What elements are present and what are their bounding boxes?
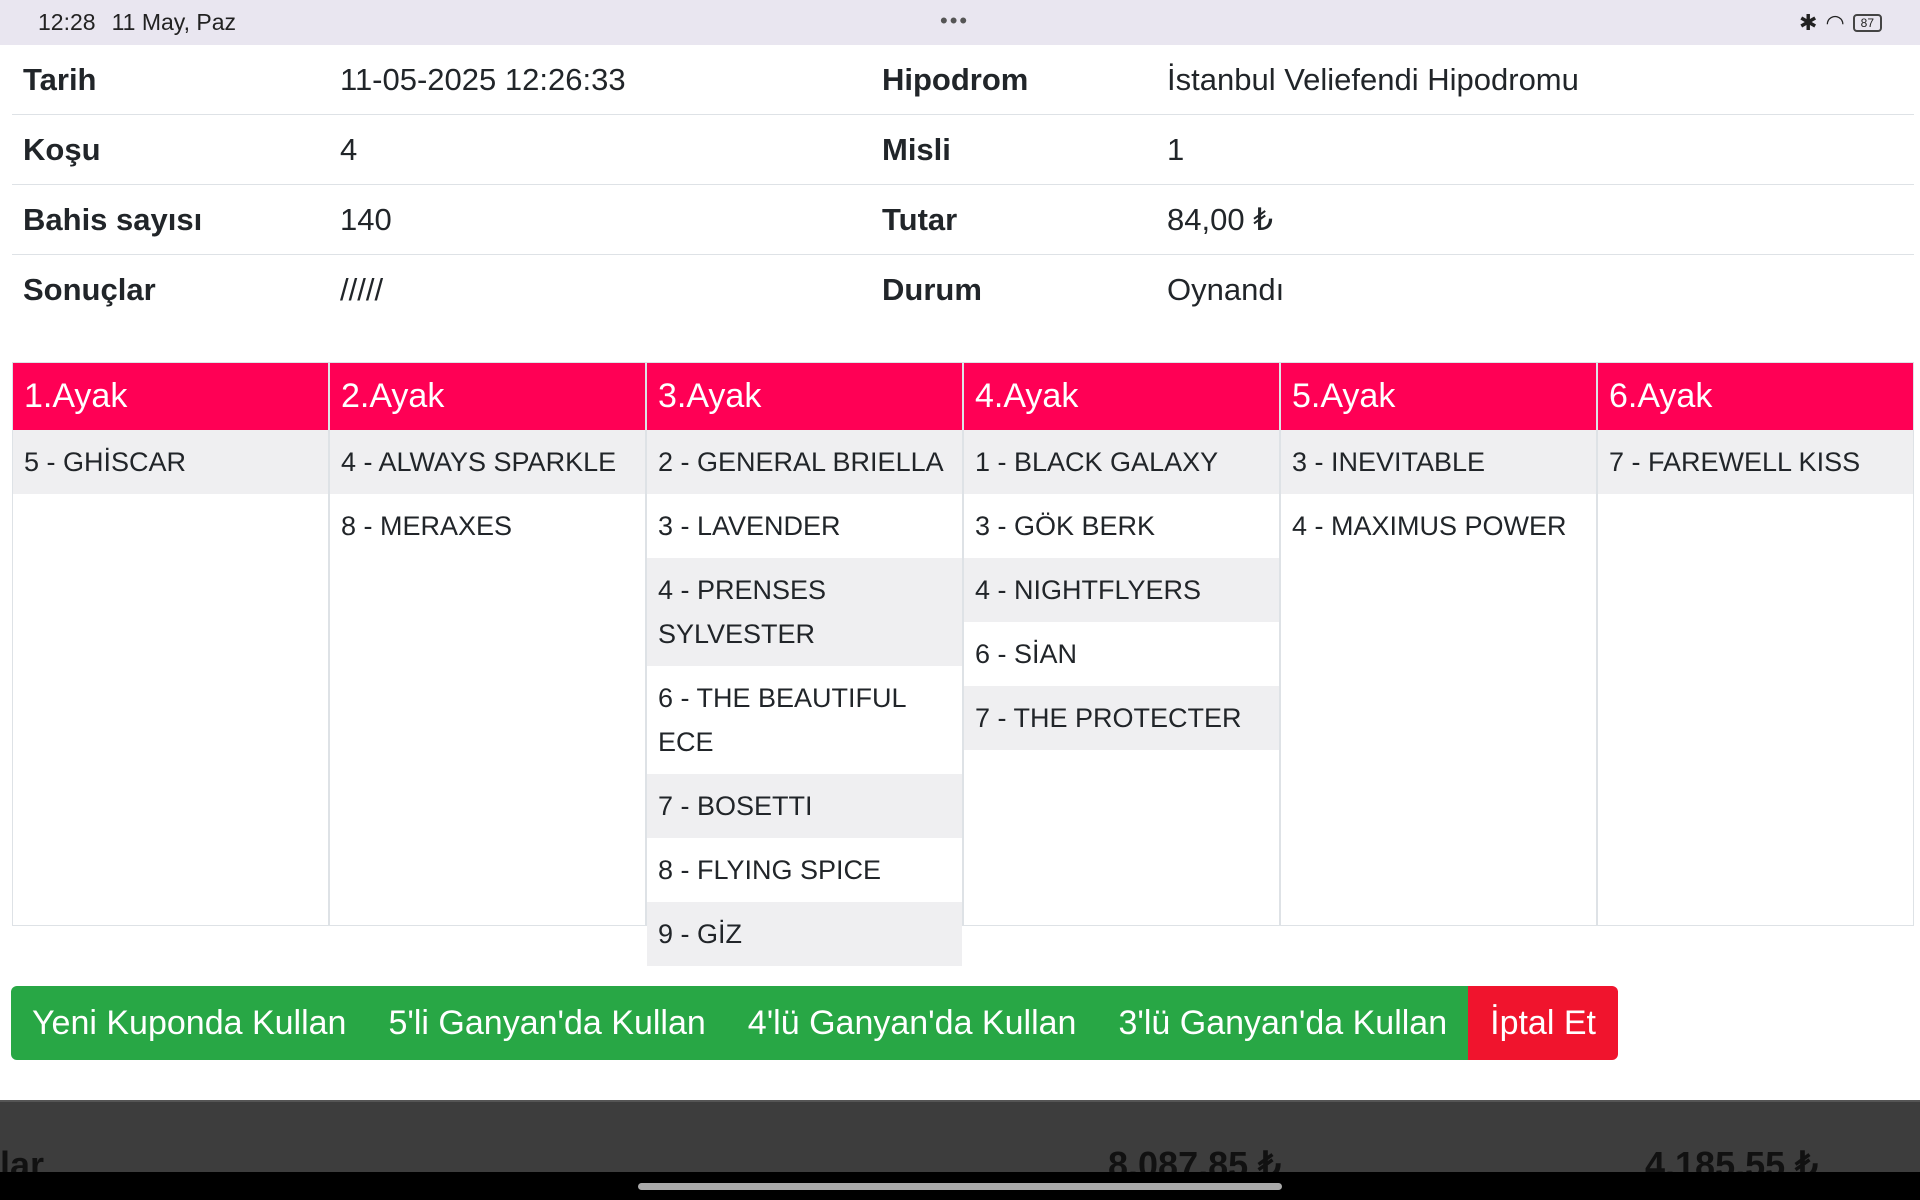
new-coupon-button[interactable]: Yeni Kuponda Kullan <box>11 986 368 1060</box>
info-value: İstanbul Veliefendi Hipodromu <box>1167 61 1579 97</box>
info-label: Koşu <box>23 131 101 167</box>
horse-item: 4 - MAXIMUS POWER <box>1292 511 1567 541</box>
horse-item: 6 - SİAN <box>975 639 1078 669</box>
ayak-header: 4.Ayak <box>964 363 1279 430</box>
info-value: 140 <box>340 201 392 237</box>
info-label: Durum <box>882 272 982 307</box>
action-buttons: Yeni Kuponda Kullan 5'li Ganyan'da Kulla… <box>11 986 1618 1060</box>
horse-item: 5 - GHİSCAR <box>13 430 328 494</box>
horse-item: 7 - THE PROTECTER <box>964 686 1279 750</box>
ayak-header: 2.Ayak <box>330 363 645 430</box>
horse-item: 4 - PRENSES SYLVESTER <box>647 558 962 666</box>
summary-bar: lar 8.087,85 ₺ 4.185,55 ₺ <box>0 1100 1920 1185</box>
horse-item: 7 - BOSETTI <box>647 774 962 838</box>
ayak-table: 1.Ayak 5 - GHİSCAR 2.Ayak 4 - ALWAYS SPARKL… <box>12 362 1914 966</box>
date: 11 May, Paz <box>111 9 236 35</box>
ganyan-5-button[interactable]: 5'li Ganyan'da Kullan <box>367 986 727 1060</box>
info-row: Koşu 4 Misli 1 <box>12 115 1914 185</box>
info-value: 84,00 ₺ <box>1167 201 1273 237</box>
info-value: 4 <box>340 131 358 167</box>
ayak-column: 5.Ayak 3 - INEVITABLE 4 - MAXIMUS POWER <box>1281 363 1598 925</box>
info-value: Oynandı <box>1167 272 1285 307</box>
info-label: Bahis sayısı <box>23 201 203 237</box>
horse-item: 8 - FLYING SPICE <box>658 855 882 885</box>
ayak-header: 1.Ayak <box>13 363 328 430</box>
ayak-column: 4.Ayak 1 - BLACK GALAXY 3 - GÖK BERK 4 - NI… <box>964 363 1281 925</box>
ayak-column: 6.Ayak 7 - FAREWELL KISS <box>1598 363 1913 925</box>
horse-item: 1 - BLACK GALAXY <box>964 430 1279 494</box>
horse-item: 8 - MERAXES <box>341 511 513 541</box>
info-row: Bahis sayısı 140 Tutar 84,00 ₺ <box>12 185 1914 255</box>
ayak-header: 6.Ayak <box>1598 363 1913 430</box>
ganyan-3-button[interactable]: 3'lü Ganyan'da Kullan <box>1097 986 1469 1060</box>
horse-item: 4 - ALWAYS SPARKLE <box>330 430 645 494</box>
battery-icon: 87 <box>1852 14 1882 32</box>
cancel-button[interactable]: İptal Et <box>1468 986 1618 1060</box>
info-value: 1 <box>1167 131 1185 167</box>
info-label: Sonuçlar <box>23 272 156 307</box>
bluetooth-icon: ✱ <box>1799 10 1818 35</box>
ayak-column: 2.Ayak 4 - ALWAYS SPARKLE 8 - MERAXES <box>330 363 647 925</box>
horse-item: 3 - INEVITABLE <box>1281 430 1596 494</box>
more-dots-icon[interactable]: ••• <box>940 8 970 33</box>
info-label: Tutar <box>882 201 958 237</box>
horse-item: 4 - NIGHTFLYERS <box>964 558 1279 622</box>
info-value: 11-05-2025 12:26:33 <box>340 61 626 97</box>
bet-info-table: Tarih 11-05-2025 12:26:33 Hipodrom İstanbul… <box>12 45 1914 325</box>
ayak-header: 3.Ayak <box>647 363 962 430</box>
horse-item: 3 - LAVENDER <box>658 511 841 541</box>
info-label: Tarih <box>23 61 97 97</box>
horse-item: 7 - FAREWELL KISS <box>1598 430 1913 494</box>
ayak-column: 3.Ayak 2 - GENERAL BRIELLA 3 - LAVENDER 4 -… <box>647 363 964 966</box>
info-row: Tarih 11-05-2025 12:26:33 Hipodrom İstanbul… <box>12 45 1914 115</box>
horse-item: 9 - GİZ <box>647 902 962 966</box>
info-value: ///// <box>340 272 384 307</box>
home-handle[interactable] <box>638 1183 1282 1190</box>
wifi-icon: ◠ <box>1825 10 1845 35</box>
ayak-column: 1.Ayak 5 - GHİSCAR <box>13 363 330 925</box>
horse-item: 6 - THE BEAUTIFUL ECE <box>658 683 906 757</box>
ganyan-4-button[interactable]: 4'lü Ganyan'da Kullan <box>726 986 1098 1060</box>
horse-item: 2 - GENERAL BRIELLA <box>647 430 962 494</box>
ayak-header: 5.Ayak <box>1281 363 1596 430</box>
info-label: Misli <box>882 131 951 167</box>
horse-item: 3 - GÖK BERK <box>975 511 1156 541</box>
clock: 12:28 <box>38 9 96 35</box>
status-bar: 12:28 11 May, Paz ••• ✱ ◠ 87 <box>0 0 1920 45</box>
info-label: Hipodrom <box>882 61 1029 97</box>
info-row: Sonuçlar ///// Durum Oynandı <box>12 255 1914 325</box>
